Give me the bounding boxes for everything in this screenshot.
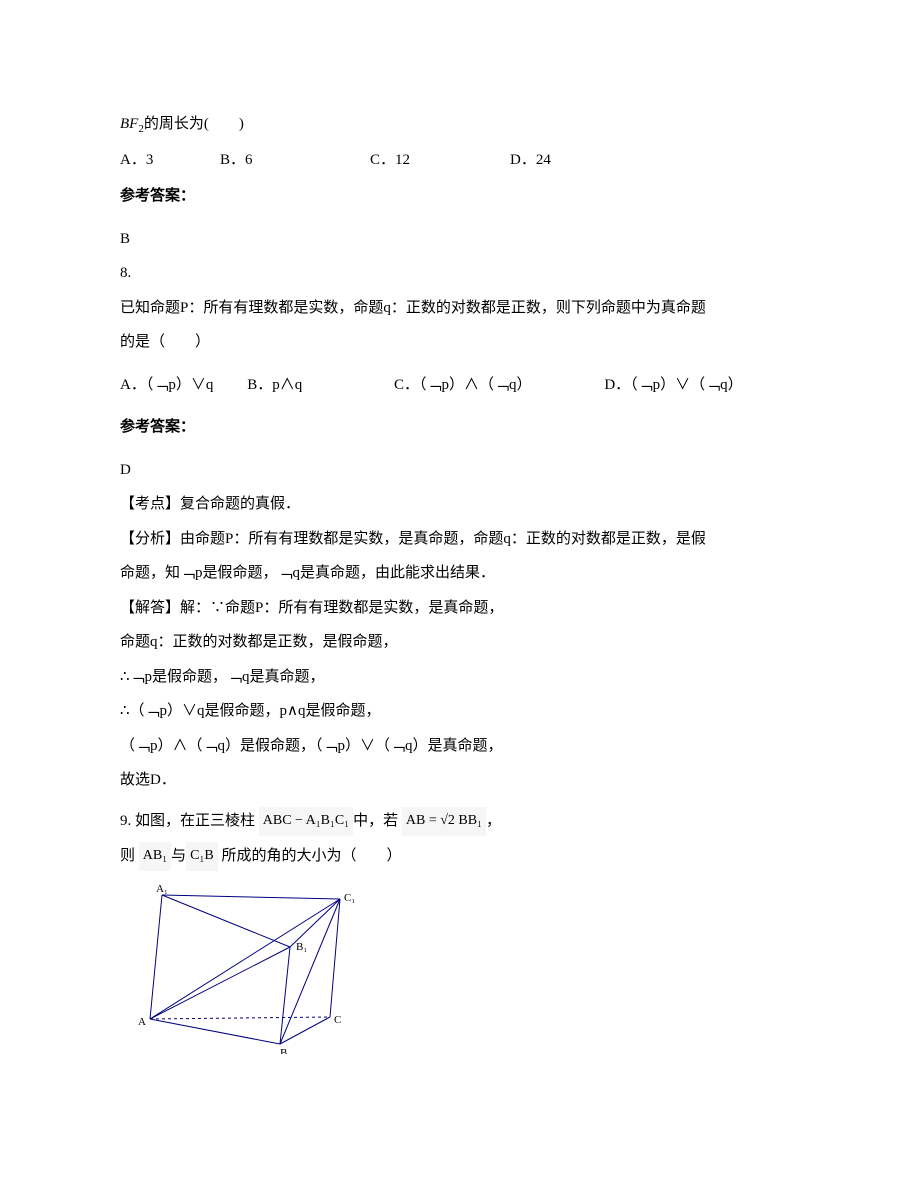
q9-expr2: AB = √2 BB₁ [402, 807, 486, 836]
q8-opt-d: D．（﹁p）∨（﹁q） [604, 371, 800, 400]
q7-rest: 的周长为( ) [144, 116, 244, 132]
q8-jieda4: ∴（﹁p）∨q是假命题，p∧q是假命题， [120, 697, 800, 726]
q9-expr3: AB₁ [139, 842, 171, 871]
q9-line2c: 所成的角的大小为（ ） [221, 848, 401, 864]
q9-line2a: 则 [120, 848, 135, 864]
q7-opt-b: B．6 [220, 146, 370, 175]
prism-svg-icon: A₁ C₁ B₁ A C B [130, 879, 370, 1054]
q9-stem-line2: 则 AB₁与C₁B 所成的角的大小为（ ） [120, 842, 800, 871]
q8-opt-a: A．（﹁p）∨q [120, 371, 247, 400]
q8-fenxi2: 命题，知﹁p是假命题，﹁q是真命题，由此能求出结果． [120, 559, 800, 588]
svg-text:B: B [280, 1047, 287, 1054]
q8-jieda2: 命题q：正数的对数都是正数，是假命题， [120, 628, 800, 657]
q9-line2b: 与 [171, 848, 186, 864]
q8-kaodian: 【考点】复合命题的真假． [120, 490, 800, 519]
q8-jieda6: 故选D． [120, 766, 800, 795]
q9-comma: ， [486, 813, 501, 829]
q9-stem-line1: 9. 如图，在正三棱柱 ABC − A₁B₁C₁中，若 AB = √2 BB₁， [120, 807, 800, 836]
q7-stem: BF2的周长为( ) [120, 110, 800, 140]
q7-answer-label: 参考答案： [120, 182, 800, 211]
svg-text:C₁: C₁ [344, 892, 355, 904]
q8-answer-label: 参考答案： [120, 413, 800, 442]
q7-opt-a: A．3 [120, 146, 220, 175]
q7-bf: BF [120, 116, 138, 132]
q8-stem1: 已知命题P：所有有理数都是实数，命题q：正数的对数都是正数，则下列命题中为真命题 [120, 294, 800, 323]
q9-prefix: 9. 如图，在正三棱柱 [120, 813, 255, 829]
svg-text:B₁: B₁ [296, 941, 307, 953]
svg-text:A₁: A₁ [156, 883, 168, 895]
q8-options: A．（﹁p）∨q B．p∧q C．（﹁p）∧（﹁q） D．（﹁p）∨（﹁q） [120, 371, 800, 400]
q8-jieda5: （﹁p）∧（﹁q）是假命题，（﹁p）∨（﹁q）是真命题， [120, 732, 800, 761]
q8-num: 8. [120, 259, 800, 288]
q8-jieda3: ∴﹁p是假命题，﹁q是真命题， [120, 663, 800, 692]
q8-fenxi1: 【分析】由命题P：所有有理数都是实数，是真命题，命题q：正数的对数都是正数，是假 [120, 525, 800, 554]
q7-answer: B [120, 225, 800, 254]
q9-prism-figure: A₁ C₁ B₁ A C B [130, 879, 800, 1065]
q8-answer: D [120, 456, 800, 485]
q9-expr1: ABC − A₁B₁C₁ [259, 807, 353, 836]
q7-options: A．3 B．6 C．12 D．24 [120, 146, 800, 175]
q7-opt-d: D．24 [510, 146, 610, 175]
svg-text:A: A [138, 1016, 146, 1028]
q7-opt-c: C．12 [370, 146, 510, 175]
q8-opt-c: C．（﹁p）∧（﹁q） [394, 371, 604, 400]
svg-text:C: C [334, 1014, 341, 1026]
q8-jieda1: 【解答】解：∵命题P：所有有理数都是实数，是真命题， [120, 594, 800, 623]
q8-opt-b: B．p∧q [247, 371, 394, 400]
q8-stem2: 的是（ ） [120, 328, 800, 357]
q9-expr4: C₁B [186, 842, 218, 871]
q9-mid: 中，若 [353, 813, 398, 829]
